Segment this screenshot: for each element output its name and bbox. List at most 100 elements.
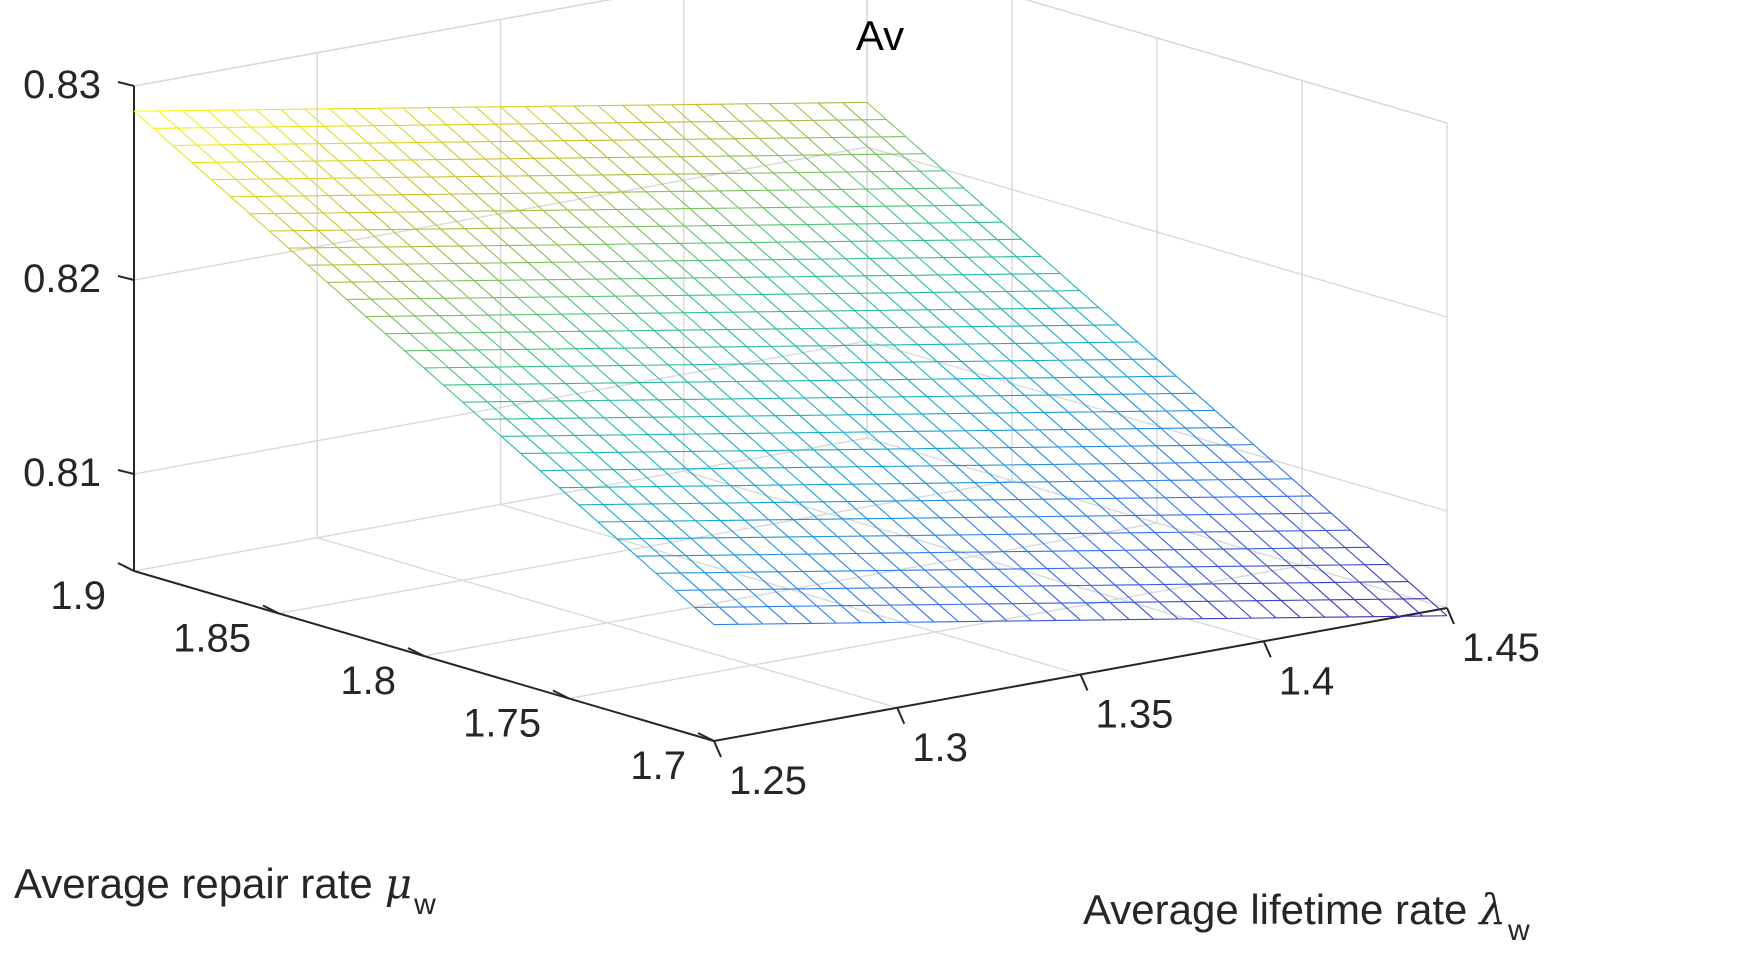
- surface-mesh-line: [802, 571, 823, 590]
- surface-mesh-line: [563, 140, 584, 159]
- surface-mesh-line: [685, 555, 706, 574]
- surface-mesh-line: [1164, 497, 1185, 516]
- surface-mesh-line: [1088, 342, 1109, 361]
- surface-mesh-line: [880, 136, 901, 155]
- surface-mesh-line: [686, 468, 707, 487]
- z-tick-mark: [117, 81, 135, 87]
- surface-mesh-line: [415, 228, 436, 247]
- surface-mesh-line: [425, 194, 446, 212]
- surface-mesh-line: [758, 137, 779, 156]
- surface-mesh-line: [660, 139, 682, 158]
- surface-mesh-line: [841, 518, 863, 537]
- surface-mesh-line: [903, 309, 924, 328]
- surface-mesh-line: [561, 313, 582, 332]
- surface-mesh-line: [387, 159, 408, 178]
- surface-mesh-line: [1023, 481, 1044, 500]
- surface-mesh-line: [727, 329, 748, 348]
- surface-mesh-line: [312, 247, 333, 266]
- surface-mesh-line: [920, 500, 941, 519]
- surface-mesh-line: [1168, 566, 1189, 585]
- surface-mesh-line: [462, 401, 483, 420]
- surface-mesh-line: [636, 555, 657, 574]
- surface-mesh-line: [690, 537, 711, 556]
- surface-mesh-line: [352, 194, 373, 213]
- surface-mesh-line: [957, 291, 978, 310]
- surface-mesh-line: [343, 142, 364, 161]
- surface-mesh-line: [899, 240, 920, 259]
- surface-mesh-line: [1173, 549, 1194, 568]
- surface-mesh-line: [921, 413, 942, 432]
- surface-mesh-line: [1402, 598, 1423, 617]
- surface-mesh-line: [430, 176, 451, 195]
- surface-mesh-line: [623, 434, 644, 453]
- surface-mesh-line: [371, 212, 392, 230]
- surface-mesh-line: [742, 276, 763, 295]
- surface-mesh-line: [1160, 427, 1181, 446]
- surface-mesh-line: [734, 138, 755, 157]
- surface-mesh-line: [762, 207, 783, 226]
- surface-mesh-line: [936, 361, 957, 380]
- surface-mesh-line: [753, 571, 774, 590]
- surface-mesh-line: [547, 192, 568, 211]
- surface-mesh-line: [499, 193, 520, 212]
- surface-mesh-line: [624, 347, 645, 366]
- mu-tick-mark: [697, 732, 715, 742]
- surface-mesh-line: [751, 328, 772, 347]
- surface-mesh-line: [1038, 429, 1059, 448]
- surface-mesh-line: [782, 224, 803, 243]
- surface-mesh-line: [865, 605, 886, 623]
- surface-mesh-line: [328, 195, 349, 214]
- surface-mesh-line: [455, 176, 476, 195]
- surface-mesh-line: [1020, 325, 1041, 344]
- surface-mesh-line: [917, 344, 938, 363]
- surface-mesh-line: [709, 554, 730, 573]
- surface-mesh-line: [603, 417, 624, 436]
- surface-mesh-line: [741, 363, 762, 382]
- surface-mesh-line: [773, 502, 794, 520]
- surface-mesh-line: [428, 350, 449, 369]
- surface-mesh-line: [677, 416, 698, 435]
- surface-mesh-line: [365, 316, 386, 335]
- surface-mesh-line: [990, 343, 1011, 362]
- surface-mesh-line: [1073, 394, 1094, 413]
- surface-mesh-line: [1185, 427, 1206, 446]
- surface-mesh-line: [985, 360, 1006, 379]
- surface-mesh-line: [999, 395, 1020, 414]
- surface-mesh-line: [313, 160, 334, 179]
- surface-mesh-line: [1354, 599, 1375, 618]
- surface-mesh-line: [759, 467, 780, 486]
- surface-mesh-line: [905, 552, 926, 571]
- surface-mesh-line: [299, 126, 320, 145]
- surface-mesh-line: [1290, 565, 1311, 584]
- surface-mesh-line: [230, 196, 251, 215]
- surface-mesh-line: [1077, 463, 1098, 482]
- surface-mesh-line: [397, 124, 418, 143]
- surface-mesh-line: [411, 159, 432, 178]
- surface-mesh-line: [1315, 564, 1336, 583]
- surface-mesh-line: [801, 241, 822, 260]
- surface-mesh-line: [454, 263, 475, 281]
- surface-mesh-line: [587, 140, 608, 158]
- surface-mesh-line: [308, 178, 329, 197]
- surface-mesh-line: [789, 449, 810, 468]
- surface-mesh-line: [459, 245, 480, 264]
- surface-mesh-line: [152, 127, 174, 146]
- surface-mesh-line: [968, 586, 989, 605]
- surface-mesh-line: [805, 310, 826, 329]
- surface-mesh-line: [837, 449, 858, 468]
- surface-mesh-line: [1013, 516, 1034, 535]
- surface-mesh-line: [748, 172, 769, 191]
- surface-mesh-line: [942, 257, 963, 276]
- surface-mesh-line: [1120, 480, 1141, 499]
- surface-mesh-line: [1051, 550, 1072, 569]
- surface-mesh-line: [573, 105, 594, 124]
- surface-mesh-line: [597, 521, 618, 540]
- surface-mesh-line: [654, 243, 675, 262]
- surface-mesh-line: [1286, 495, 1307, 514]
- surface-mesh-line: [672, 433, 693, 452]
- surface-mesh-line: [728, 242, 749, 261]
- surface-mesh-line: [1169, 479, 1190, 498]
- surface-mesh-line: [1165, 410, 1186, 429]
- surface-mesh-line: [656, 486, 677, 505]
- z-tick-label: 0.81: [23, 451, 101, 495]
